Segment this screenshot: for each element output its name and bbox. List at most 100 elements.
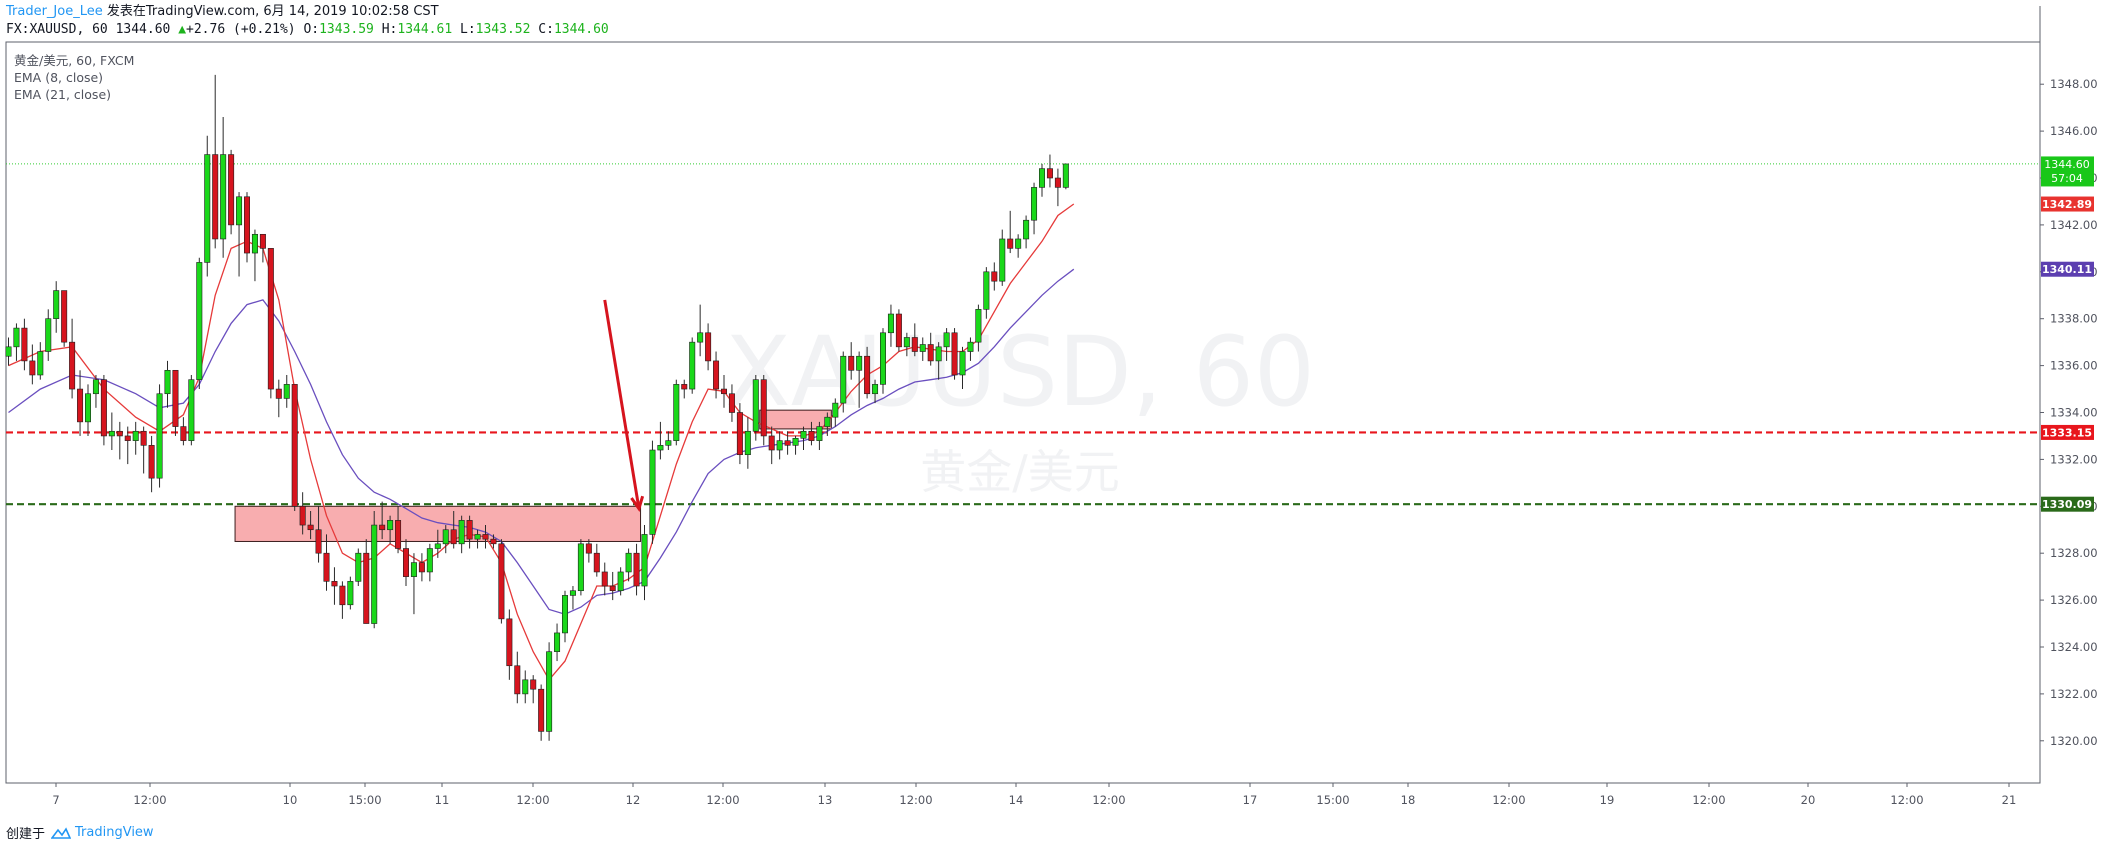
candle-body [37, 351, 44, 376]
candle-body [935, 346, 942, 362]
close-value: 1344.60 [553, 22, 609, 37]
open-value: 1343.59 [319, 22, 374, 37]
price-chart[interactable]: XAUUSD, 60 黄金/美元 1348.001346.001344.0013… [0, 0, 2104, 820]
candle-body [458, 520, 465, 545]
candle-body [665, 440, 672, 446]
candle-body [5, 346, 12, 357]
candle-body [760, 379, 767, 437]
candle-body [593, 552, 600, 573]
candle-body [156, 393, 163, 479]
candle-body [331, 581, 338, 587]
x-tick-label: 15:00 [1316, 793, 1349, 807]
candle-body [363, 552, 370, 624]
candle-body [418, 562, 425, 573]
watermark-name: 黄金/美元 [920, 445, 1120, 499]
candle-body [1046, 168, 1053, 179]
candle-body [1007, 238, 1014, 249]
x-tick-label: 13 [818, 793, 833, 807]
candle-body [85, 393, 92, 423]
candle-body [244, 196, 251, 254]
close-label: C: [538, 22, 554, 37]
candle-body [291, 384, 298, 507]
resistance-price-label-bg [2041, 424, 2094, 440]
published-text: 发表在TradingView.com, 6月 14, 2019 10:02:58… [106, 4, 439, 19]
candle-body [434, 543, 441, 549]
candle-body [220, 154, 227, 240]
y-tick-label: 1338.00 [2050, 312, 2098, 326]
candle-body [21, 327, 28, 362]
candle-body [569, 590, 576, 596]
candle-body [577, 543, 584, 592]
x-tick-label: 12:00 [706, 793, 739, 807]
candle-body [275, 388, 282, 399]
x-tick-label: 12:00 [1092, 793, 1125, 807]
legend-ema21: EMA (21, close) [14, 87, 112, 102]
candle-body [720, 388, 727, 395]
x-tick-label: 18 [1401, 793, 1416, 807]
ema21-price-label-bg [2041, 261, 2094, 277]
candle-body [609, 585, 616, 592]
candle-body [832, 402, 839, 418]
support-price-label: 1330.09 [2042, 498, 2092, 511]
candle-body [315, 529, 322, 554]
tradingview-link[interactable]: TradingView [51, 825, 154, 840]
candle-body [959, 351, 966, 376]
x-tick-label: 17 [1243, 793, 1258, 807]
x-tick-label: 15:00 [348, 793, 381, 807]
candle-body [856, 355, 863, 371]
y-tick-label: 1332.00 [2050, 452, 2098, 466]
ema8-price-label: 1342.89 [2042, 198, 2092, 211]
candle-body [546, 651, 553, 732]
candle-body [490, 538, 497, 545]
candle-body [649, 449, 656, 535]
x-tick-label: 19 [1600, 793, 1615, 807]
candle-body [1039, 168, 1046, 188]
candle-body [895, 313, 902, 348]
up-triangle-icon: ▲ [178, 22, 187, 37]
candle-body [13, 327, 20, 348]
candle-body [943, 332, 950, 348]
x-tick-label: 7 [52, 793, 59, 807]
ema8-price-label-bg [2041, 196, 2094, 212]
candle-body [426, 548, 433, 573]
candle-body [736, 412, 743, 456]
candle-body [744, 430, 751, 456]
candle-body [927, 344, 934, 362]
candle-body [601, 571, 608, 587]
y-tick-label: 1326.00 [2050, 593, 2098, 607]
candle-body [172, 369, 179, 427]
candle-body [657, 445, 664, 451]
y-tick-label: 1348.00 [2050, 77, 2098, 91]
y-tick-label: 1320.00 [2050, 734, 2098, 748]
candle-body [69, 341, 76, 390]
candle-body [585, 543, 592, 554]
candle-body [1023, 219, 1030, 240]
candle-body [538, 688, 545, 732]
x-tick-label: 10 [283, 793, 298, 807]
candle-body [617, 571, 624, 592]
support-zone [759, 409, 832, 430]
candle-body [879, 332, 886, 385]
candle-body [29, 360, 36, 376]
low-value: 1343.52 [475, 22, 531, 37]
candle-body [228, 154, 235, 226]
candle-body [442, 529, 449, 545]
candle-body [983, 271, 990, 310]
candle-body [212, 154, 219, 240]
candle-body [864, 355, 871, 395]
candle-body [148, 445, 155, 479]
x-tick-label: 12:00 [1492, 793, 1525, 807]
last-price-label: 1344.60 [2044, 158, 2090, 171]
symbol-label: FX:XAUUSD, 60 [6, 22, 108, 37]
candle-body [530, 679, 537, 690]
candle-body [792, 437, 799, 446]
y-tick-label: 1328.00 [2050, 546, 2098, 560]
candle-body [307, 524, 314, 531]
author-link[interactable]: Trader_Joe_Lee [6, 4, 103, 19]
candle-body [1015, 238, 1022, 249]
candle-body [903, 337, 910, 348]
ema21-line [8, 268, 1075, 615]
support-price-label-bg [2041, 496, 2094, 512]
x-tick-label: 12:00 [1692, 793, 1725, 807]
candle-body [402, 548, 409, 577]
